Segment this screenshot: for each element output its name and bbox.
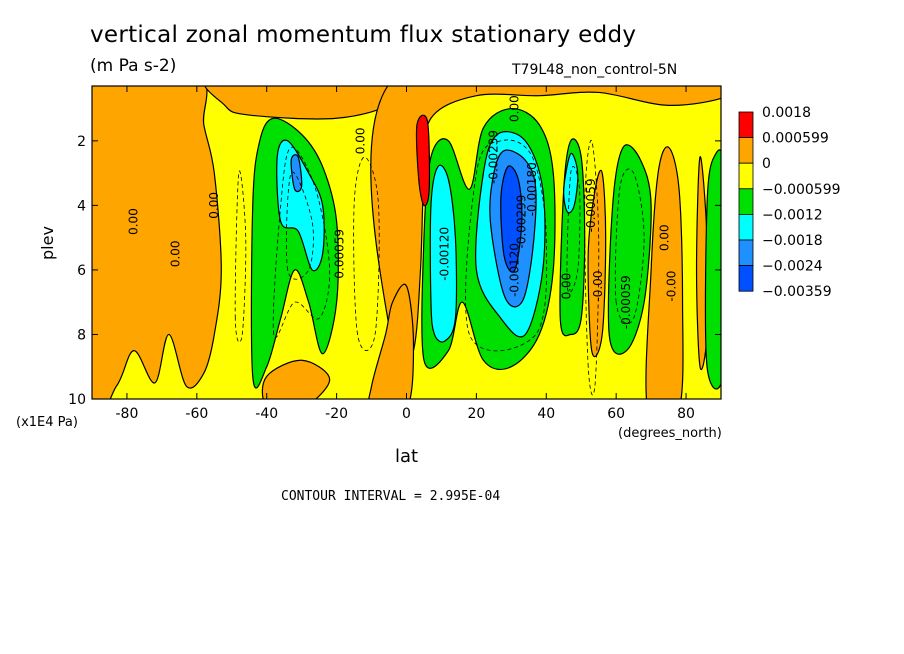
positive-region-north bbox=[645, 146, 684, 399]
x-tick-label: -20 bbox=[325, 406, 348, 422]
y-axis-unit: (x1E4 Pa) bbox=[16, 415, 78, 430]
contour-label: -0.00120 bbox=[437, 227, 451, 281]
colorbar-swatch bbox=[738, 213, 754, 241]
colorbar-label: 0.000599 bbox=[762, 131, 829, 147]
contour-label: 0.00 bbox=[354, 127, 368, 154]
colorbar-swatch bbox=[738, 111, 754, 139]
negative-blue-south bbox=[290, 154, 303, 193]
colorbar-label: −0.00359 bbox=[762, 284, 832, 300]
contour-label: 0.00 bbox=[560, 273, 574, 300]
contour-label: -0.00 bbox=[665, 271, 679, 302]
dashed-contour bbox=[285, 171, 314, 280]
x-tick-label: -40 bbox=[255, 406, 278, 422]
positive-region-southern bbox=[92, 86, 222, 399]
positive-region-equator bbox=[368, 283, 415, 399]
contour-interval: CONTOUR INTERVAL = 2.995E-04 bbox=[281, 489, 501, 504]
negative-minimum-30n bbox=[500, 165, 523, 273]
contour-label: 0.00 bbox=[507, 95, 521, 122]
x-axis-unit: (degrees_north) bbox=[618, 426, 722, 441]
x-tick-label: 20 bbox=[467, 406, 485, 422]
negative-core-south bbox=[276, 139, 325, 272]
x-axis: -80 -60 -40 -20 0 20 40 60 80 bbox=[116, 86, 695, 422]
negative-region-south bbox=[250, 117, 339, 389]
contour-label: 0.00059 bbox=[333, 229, 347, 279]
negative-core-equatorial bbox=[429, 164, 458, 343]
colorbar-label: −0.0012 bbox=[762, 207, 823, 223]
colorbar-swatch bbox=[738, 265, 754, 292]
x-tick-label: -80 bbox=[116, 406, 139, 422]
negative-region-pole bbox=[704, 149, 721, 390]
colorbar-label: −0.0018 bbox=[762, 233, 823, 249]
y-tick-label: 6 bbox=[77, 263, 86, 279]
contour-label: -0.00059 bbox=[584, 178, 598, 232]
colorbar-label: 0 bbox=[762, 156, 771, 172]
colorbar-label: −0.000599 bbox=[762, 182, 841, 198]
contour-label: -0.00239 bbox=[486, 130, 500, 184]
dashed-contour bbox=[272, 146, 331, 339]
contour-label: 0.00 bbox=[126, 208, 140, 235]
x-tick-label: 0 bbox=[402, 406, 411, 422]
y-tick-label: 10 bbox=[68, 392, 86, 408]
positive-region-top bbox=[204, 86, 400, 120]
contour-label: -0.00180 bbox=[525, 162, 539, 216]
positive-region-lower bbox=[261, 359, 331, 399]
contour-labels: 0.00 0.00 0.00 0.00 0.00059 -0.00120 0.00 -0.00… bbox=[126, 95, 678, 329]
chart-title: vertical zonal momentum flux stationary … bbox=[90, 22, 637, 48]
colorbar-label: 0.0018 bbox=[762, 105, 811, 121]
experiment-label: T79L48_non_control-5N bbox=[512, 62, 678, 78]
dashed-contour bbox=[353, 156, 380, 351]
contour-label: -0.00059 bbox=[619, 275, 633, 329]
y-tick-label: 8 bbox=[77, 327, 86, 343]
y-tick-label: 2 bbox=[77, 134, 86, 150]
negative-core-45n bbox=[563, 152, 579, 214]
colorbar: 0.0018 0.000599 0 −0.000599 −0.0012 −0.0018 −0… bbox=[738, 105, 841, 300]
positive-maximum-5n bbox=[415, 114, 431, 207]
x-tick-label: 40 bbox=[537, 406, 555, 422]
contour-label: 0.00 bbox=[168, 240, 182, 267]
colorbar-swatch bbox=[738, 239, 754, 267]
x-tick-label: 80 bbox=[677, 406, 695, 422]
positive-region-mid-north bbox=[587, 169, 607, 357]
colorbar-label: −0.0024 bbox=[762, 259, 823, 275]
contour-label: -0.00 bbox=[591, 271, 605, 302]
y-tick-label: 4 bbox=[77, 198, 86, 214]
colorbar-swatch bbox=[738, 188, 754, 215]
x-axis-label: lat bbox=[395, 446, 419, 467]
contour-label: -0.00120 bbox=[507, 243, 521, 297]
dashed-contour bbox=[614, 168, 645, 325]
contour-label: 0.00 bbox=[658, 224, 672, 251]
dashed-contour bbox=[584, 140, 600, 396]
colorbar-swatch bbox=[738, 137, 754, 164]
y-axis: 2 4 6 8 10 bbox=[68, 134, 721, 408]
contour-field bbox=[92, 86, 721, 399]
colorbar-swatch bbox=[738, 162, 754, 190]
chart-units: (m Pa s-2) bbox=[90, 56, 177, 76]
contour-label: -0.00299 bbox=[514, 195, 528, 249]
x-tick-label: 60 bbox=[607, 406, 625, 422]
dashed-contour bbox=[465, 139, 548, 352]
x-tick-label: -60 bbox=[185, 406, 208, 422]
contour-label: 0.00 bbox=[207, 192, 221, 219]
dashed-contour bbox=[234, 170, 247, 343]
